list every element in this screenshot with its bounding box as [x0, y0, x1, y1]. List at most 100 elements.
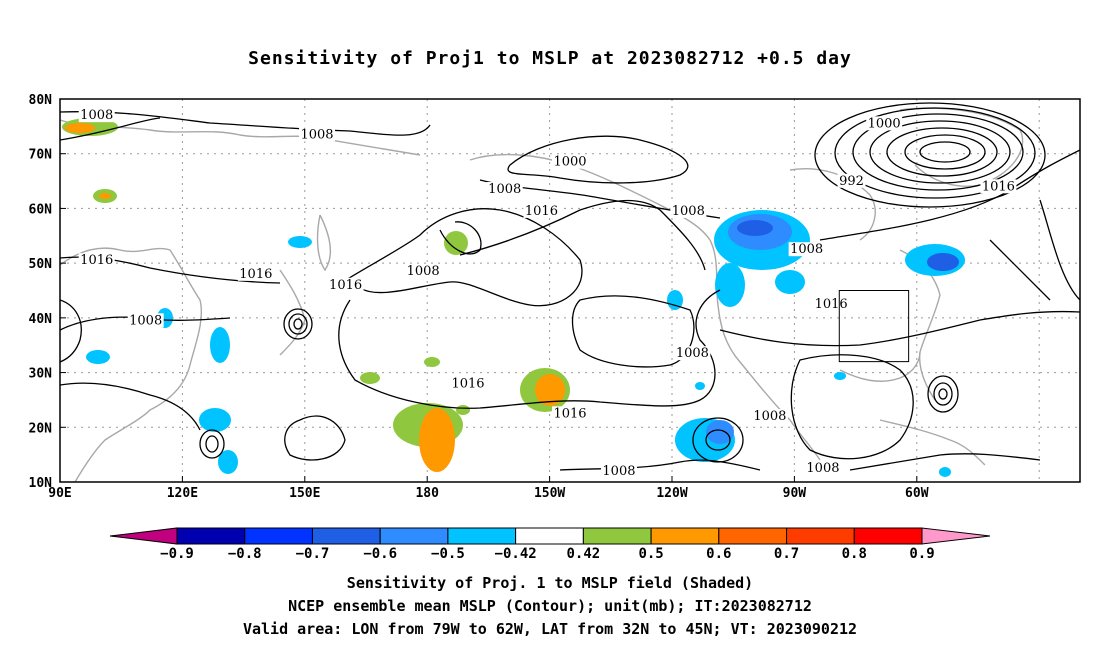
contour-label: 1008 [129, 313, 162, 328]
longitude-axis: 90E 120E 150E 180 150W 120W 90W 60W [48, 476, 929, 501]
map-title: Sensitivity of Proj1 to MSLP at 20230827… [248, 48, 852, 69]
shade-negative-cyan [199, 408, 231, 432]
coastline-japan [279, 269, 306, 356]
shade-positive-orange [419, 408, 455, 472]
shade-positive-green [444, 231, 468, 255]
shade-positive-green [424, 357, 440, 367]
colorbar-segment [650, 527, 720, 545]
contour-label-bg [804, 461, 841, 476]
colorbar-tick-label: −0.7 [296, 546, 330, 562]
contour-label-bg [866, 116, 903, 131]
colorbar-tick-label: 0.6 [706, 546, 731, 562]
colorbar-segment [244, 527, 313, 545]
contour-label-bg [405, 264, 442, 279]
coastline-asia-north [60, 119, 421, 156]
colorbar-tick-label: 0.9 [909, 546, 934, 562]
contour-label-bg [788, 242, 825, 257]
colorbar-tick-label: −0.6 [363, 546, 397, 562]
colorbar-segment [176, 527, 246, 545]
lon-tick-label: 90W [783, 486, 807, 501]
shade-negative-cyan [834, 372, 846, 380]
contour-label-bg [600, 463, 637, 478]
shade-negative-cyan [775, 270, 805, 294]
contour-label: 1008 [300, 127, 333, 142]
colorbar-segment [786, 527, 855, 545]
contour-label: 1008 [676, 346, 709, 361]
colorbar-segment [379, 527, 449, 545]
shade-positive-green [360, 372, 380, 384]
contour-label: 1016 [239, 267, 272, 282]
coastline-alaska [469, 153, 711, 241]
contour-label-bg [78, 108, 115, 123]
lon-tick-label: 150E [289, 486, 320, 501]
shade-positive-green [456, 405, 470, 415]
contour-label: 1008 [602, 464, 635, 479]
colorbar-tick-label: −0.5 [431, 546, 465, 562]
colorbar-tick-label: 0.7 [774, 546, 799, 562]
contour-label-bg [670, 203, 707, 218]
contour-label: 1008 [672, 204, 705, 219]
lat-tick-label: 60N [29, 202, 53, 217]
shade-negative-cyan [667, 290, 683, 310]
lon-tick-label: 120W [656, 486, 687, 501]
contour-label-bg [552, 406, 588, 421]
contour-label: 1016 [525, 204, 558, 219]
lon-tick-label: 180 [415, 486, 439, 501]
colorbar-segment [311, 527, 381, 545]
caption-line-2: NCEP ensemble mean MSLP (Contour); unit(… [288, 597, 812, 615]
coastline-kamchatka [316, 214, 332, 272]
shade-negative-blue [927, 253, 959, 271]
colorbar-tick-label: 0.42 [567, 546, 601, 562]
shade-negative-cyan [288, 236, 312, 248]
valid-area-box [838, 290, 910, 363]
contour-label: 1016 [815, 297, 848, 312]
shade-negative-cyan [715, 263, 745, 307]
lat-tick-label: 70N [29, 148, 53, 163]
contour-label: 1016 [80, 253, 113, 268]
shade-negative-darkblue [737, 220, 773, 236]
shade-negative-blue [706, 420, 734, 444]
contour-label: 1008 [806, 461, 839, 476]
colorbar-segment [582, 527, 652, 545]
lon-tick-label: 60W [905, 486, 929, 501]
colorbar-segment [447, 527, 517, 545]
lon-tick-label: 150W [534, 486, 565, 501]
colorbar-tick-label: 0.8 [842, 546, 867, 562]
contour-label: 1008 [753, 409, 786, 424]
colorbar-end-high [921, 527, 991, 545]
lat-tick-label: 30N [29, 367, 53, 382]
contour-label-bg [327, 277, 364, 292]
contour-label-bg [237, 266, 274, 281]
shade-positive-orange [535, 374, 565, 406]
lat-tick-label: 10N [29, 476, 53, 491]
shade-negative-cyan [218, 450, 238, 474]
colorbar-segment [515, 527, 584, 545]
graticule [60, 99, 1080, 482]
contour-label: 992 [839, 174, 864, 189]
contour-label-bg [299, 127, 336, 142]
contour-labels: 1008 1008 1000 1008 1016 1008 1000 992 1016 1016 1… [78, 108, 1017, 479]
shade-negative-cyan [695, 382, 705, 390]
plot-frame [59, 98, 1081, 483]
contour-label: 1016 [982, 179, 1015, 194]
coastline-gulf [839, 351, 921, 382]
contour-label: 1008 [488, 182, 521, 197]
shade-negative-cyan [939, 467, 951, 477]
contour-label: 1008 [80, 108, 113, 123]
contour-label-bg [486, 182, 523, 197]
contour-label-bg [674, 346, 711, 361]
contour-label-bg [751, 409, 788, 424]
contour-label: 1016 [329, 278, 362, 293]
lat-tick-label: 20N [29, 421, 53, 436]
contour-label: 1000 [868, 116, 901, 131]
contour-label-bg [552, 154, 588, 169]
colorbar-tick-label: −0.8 [228, 546, 262, 562]
colorbar-segment [718, 527, 788, 545]
shade-positive-orange [65, 123, 95, 133]
coastline-hudson [789, 168, 876, 241]
contour-label: 1008 [407, 264, 440, 279]
colorbar-labels: −0.9 −0.8 −0.7 −0.6 −0.5 −0.42 0.42 0.5 0.6 0.7 0.… [160, 546, 935, 562]
shade-positive-orange [99, 193, 111, 199]
contour-label-bg [127, 313, 164, 328]
